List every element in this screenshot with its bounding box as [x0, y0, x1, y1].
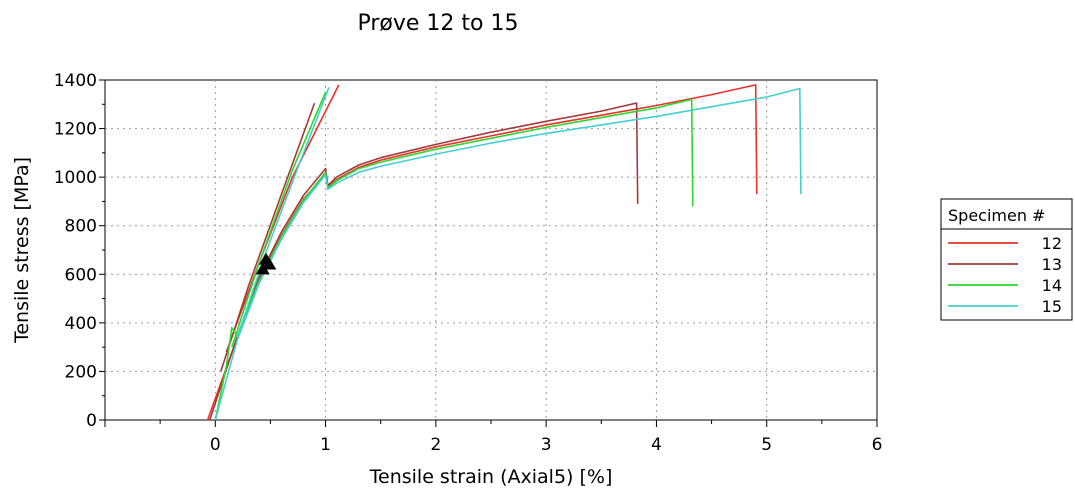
- x-tick-label: 6: [872, 435, 883, 455]
- series-line-13: [209, 102, 639, 421]
- y-tick-label: 200: [65, 362, 97, 382]
- series-line-15: [236, 87, 330, 338]
- data-series: [206, 84, 802, 421]
- x-axis-ticks: 0 1 2 3 4 5 6: [104, 420, 883, 455]
- x-axis-title: Tensile strain (Axial5) [%]: [369, 466, 613, 488]
- series-line-14: [231, 91, 327, 348]
- legend: Specimen # 12 13 14 15: [940, 198, 1073, 321]
- y-axis-ticks: 0 200 400 600 800 1000 1200 1400: [54, 71, 105, 431]
- y-tick-label: 1400: [54, 71, 97, 91]
- x-tick-label: 5: [761, 435, 772, 455]
- legend-label-12: 12: [1042, 234, 1062, 253]
- triangle-marker: [255, 262, 270, 275]
- y-axis-title: Tensile stress [MPa]: [11, 157, 33, 344]
- y-tick-label: 800: [65, 217, 97, 237]
- y-tick-label: 1000: [54, 168, 97, 188]
- triangle-marker: [262, 257, 277, 270]
- series-line-12: [206, 84, 758, 421]
- x-tick-label: 0: [210, 435, 221, 455]
- y-tick-label: 600: [65, 265, 97, 285]
- legend-items: 12 13 14 15: [948, 234, 1062, 316]
- legend-title: Specimen #: [948, 206, 1045, 225]
- plot-area: 0 200 400 600 800 1000 1200 1400 0 1 2 3 4 5 6: [54, 71, 883, 455]
- y-tick-label: 0: [86, 411, 97, 431]
- series-line-13: [220, 102, 316, 372]
- grid-lines: [105, 80, 877, 420]
- y-tick-label: 1200: [54, 120, 97, 140]
- legend-label-14: 14: [1042, 276, 1062, 295]
- legend-label-15: 15: [1042, 297, 1062, 316]
- y-tick-label: 400: [65, 314, 97, 334]
- x-tick-label: 2: [430, 435, 441, 455]
- series-line-15: [214, 87, 802, 421]
- x-tick-label: 1: [320, 435, 331, 455]
- legend-label-13: 13: [1042, 255, 1062, 274]
- series-line-12: [225, 84, 340, 353]
- x-tick-label: 4: [651, 435, 662, 455]
- x-tick-label: 3: [541, 435, 552, 455]
- chart-title: Prøve 12 to 15: [358, 11, 519, 36]
- data-markers: [255, 252, 277, 275]
- legend-box: [940, 198, 1073, 321]
